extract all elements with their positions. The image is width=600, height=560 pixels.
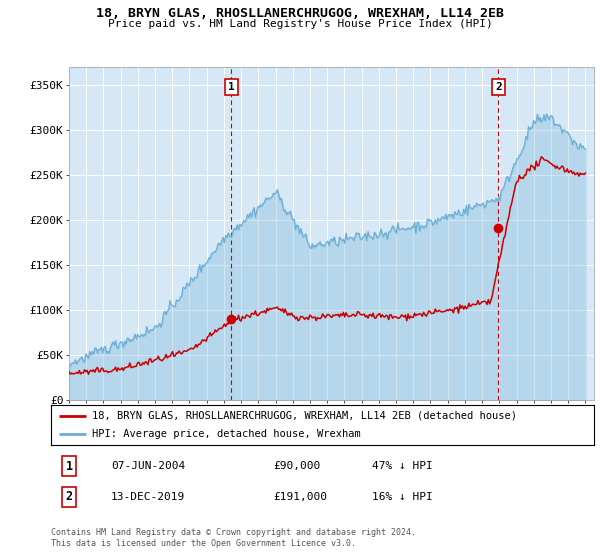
Text: 47% ↓ HPI: 47% ↓ HPI xyxy=(372,461,433,471)
Text: Price paid vs. HM Land Registry's House Price Index (HPI): Price paid vs. HM Land Registry's House … xyxy=(107,19,493,29)
Text: 16% ↓ HPI: 16% ↓ HPI xyxy=(372,492,433,502)
Text: HPI: Average price, detached house, Wrexham: HPI: Average price, detached house, Wrex… xyxy=(92,430,361,439)
Text: 1: 1 xyxy=(65,460,73,473)
Text: £90,000: £90,000 xyxy=(273,461,320,471)
Text: Contains HM Land Registry data © Crown copyright and database right 2024.
This d: Contains HM Land Registry data © Crown c… xyxy=(51,528,416,548)
Text: £191,000: £191,000 xyxy=(273,492,327,502)
Text: 07-JUN-2004: 07-JUN-2004 xyxy=(111,461,185,471)
Text: 2: 2 xyxy=(495,82,502,92)
Text: 2: 2 xyxy=(65,491,73,503)
Text: 13-DEC-2019: 13-DEC-2019 xyxy=(111,492,185,502)
Text: 18, BRYN GLAS, RHOSLLANERCHRUGOG, WREXHAM, LL14 2EB (detached house): 18, BRYN GLAS, RHOSLLANERCHRUGOG, WREXHA… xyxy=(92,411,517,421)
Text: 18, BRYN GLAS, RHOSLLANERCHRUGOG, WREXHAM, LL14 2EB: 18, BRYN GLAS, RHOSLLANERCHRUGOG, WREXHA… xyxy=(96,7,504,20)
Text: 1: 1 xyxy=(228,82,235,92)
